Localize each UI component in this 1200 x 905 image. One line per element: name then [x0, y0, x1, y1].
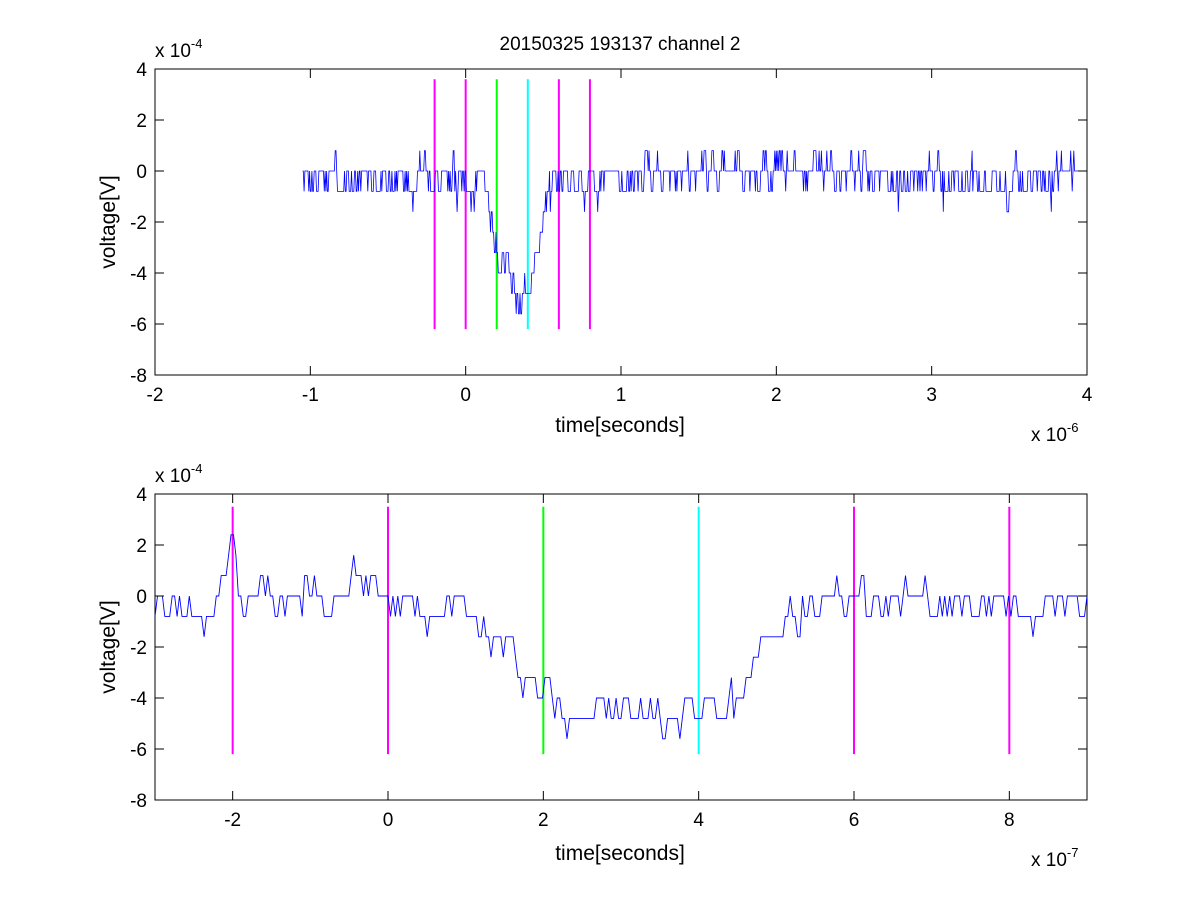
top-y-tick-label: -6 — [130, 315, 147, 336]
top-x-tick-label: 0 — [460, 385, 471, 406]
bottom-y-axis-label: voltage[V] — [97, 600, 120, 693]
bottom-y-tick-label: -4 — [130, 689, 147, 710]
top-y-tick-label: -4 — [130, 264, 147, 285]
top-signal-trace — [302, 150, 1080, 315]
top-y-tick-label: -2 — [130, 213, 147, 234]
bottom-x-tick-label: 8 — [1004, 810, 1015, 831]
bottom-axis-ticks: -2 0 2 4 6 8 -8 -6 -4 -2 0 2 4 — [130, 485, 1087, 831]
bottom-y-tick-label: 2 — [136, 536, 147, 557]
top-x-tick-label: -1 — [302, 385, 319, 406]
bottom-x-tick-label: 2 — [538, 810, 549, 831]
top-y-multiplier: x 10-4 — [155, 36, 202, 62]
bottom-x-multiplier: x 10-7 — [1031, 845, 1078, 871]
top-x-tick-label: 1 — [616, 385, 627, 406]
bottom-y-tick-label: -8 — [130, 791, 147, 812]
top-x-axis-label: time[seconds] — [555, 414, 685, 437]
bottom-y-tick-label: -2 — [130, 638, 147, 659]
bottom-y-tick-label: 0 — [136, 587, 147, 608]
bottom-x-tick-label: 4 — [693, 810, 704, 831]
top-x-tick-label: 2 — [771, 385, 782, 406]
figure-title: 20150325 193137 channel 2 — [500, 34, 741, 55]
bottom-x-tick-label: 0 — [383, 810, 394, 831]
top-axis-ticks: -2 -1 0 1 2 3 4 -8 -6 -4 -2 0 2 4 — [130, 60, 1093, 406]
bottom-marker-lines — [231, 506, 1011, 755]
bottom-y-tick-label: -6 — [130, 740, 147, 761]
top-y-tick-label: -8 — [130, 366, 147, 387]
bottom-x-tick-label: -2 — [224, 810, 241, 831]
top-y-axis-label: voltage[V] — [97, 175, 120, 268]
top-x-multiplier: x 10-6 — [1031, 420, 1078, 446]
top-marker-lines — [433, 79, 591, 330]
top-plot-box — [154, 68, 1088, 376]
top-x-tick-label: 4 — [1082, 385, 1093, 406]
bottom-signal-trace — [154, 534, 1088, 740]
bottom-y-tick-label: 4 — [136, 485, 147, 506]
bottom-y-multiplier: x 10-4 — [155, 461, 202, 487]
top-y-tick-label: 0 — [136, 162, 147, 183]
top-y-tick-label: 2 — [136, 111, 147, 132]
bottom-subplot: -2 0 2 4 6 8 -8 -6 -4 -2 0 2 4 x 10-4 x 10-7 time[se… — [97, 461, 1088, 871]
bottom-plot-box — [154, 493, 1088, 801]
top-x-tick-label: -2 — [147, 385, 164, 406]
top-y-tick-label: 4 — [136, 60, 147, 81]
top-subplot: -2 -1 0 1 2 3 4 -8 -6 -4 -2 0 2 4 x 10-4 x 10-6 time[… — [97, 36, 1093, 446]
bottom-x-axis-label: time[seconds] — [555, 842, 685, 865]
bottom-x-tick-label: 6 — [849, 810, 860, 831]
top-x-tick-label: 3 — [926, 385, 937, 406]
